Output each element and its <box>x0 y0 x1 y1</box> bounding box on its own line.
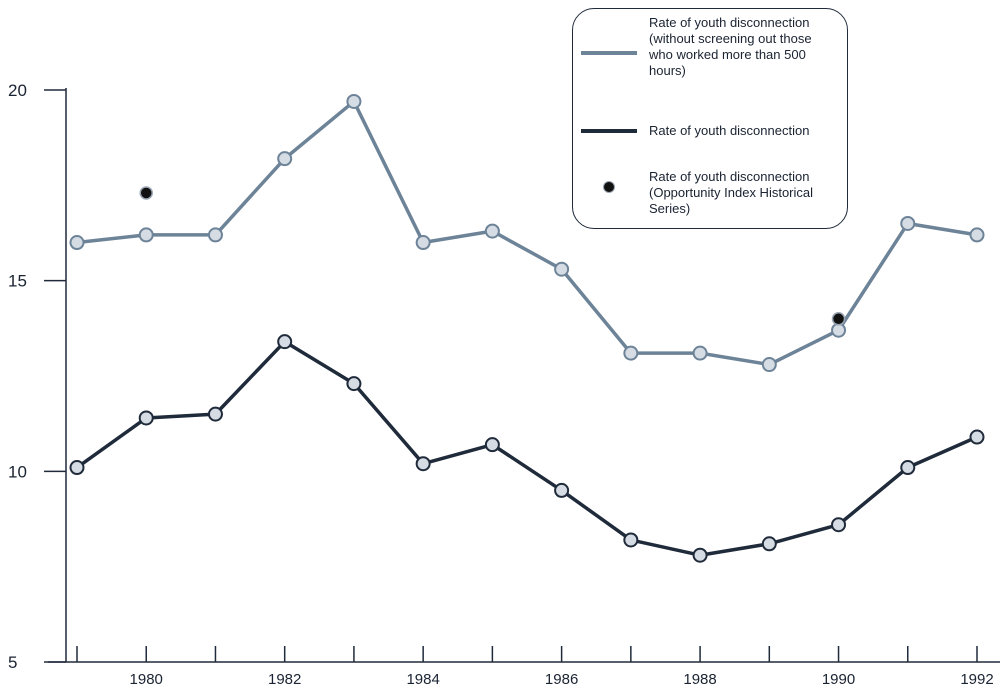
legend-label-series-3: Rate of youth disconnection (Opportunity… <box>649 169 814 216</box>
data-point <box>969 227 985 243</box>
data-point <box>554 261 570 277</box>
data-point <box>138 227 154 243</box>
x-tick-label: 1988 <box>683 671 716 688</box>
data-point <box>484 437 500 453</box>
data-point <box>69 235 85 251</box>
data-point <box>207 406 223 422</box>
historical-series-point <box>139 186 153 200</box>
historical-series-point <box>831 312 846 326</box>
data-point <box>831 322 847 338</box>
data-point <box>761 357 777 373</box>
legend-label-series-2: Rate of youth disconnection <box>649 123 810 138</box>
y-tick-label: 5 <box>8 653 17 672</box>
legend: Rate of youth disconnection (without scr… <box>572 8 848 229</box>
series-line-2 <box>75 339 978 557</box>
data-point <box>692 547 708 563</box>
data-point <box>277 334 293 350</box>
data-point <box>969 429 985 445</box>
x-tick-label: 1986 <box>545 671 578 688</box>
data-point <box>623 345 639 361</box>
legend-swatch-series-1 <box>581 51 637 55</box>
data-point <box>346 376 362 392</box>
data-point <box>692 345 708 361</box>
data-point <box>69 460 85 476</box>
y-tick-label: 20 <box>8 81 27 100</box>
y-tick-label: 15 <box>8 272 27 291</box>
x-tick-label: 1990 <box>822 671 855 688</box>
data-point <box>207 227 223 243</box>
data-point <box>761 536 777 552</box>
data-point <box>554 482 570 498</box>
data-point <box>415 235 431 251</box>
x-tick-label: 1982 <box>268 671 301 688</box>
legend-label-series-1: Rate of youth disconnection (without scr… <box>649 15 812 78</box>
data-point <box>277 151 293 167</box>
data-point <box>415 456 431 472</box>
data-point <box>900 460 916 476</box>
data-point <box>138 410 154 426</box>
y-tick-label: 10 <box>8 462 27 481</box>
data-point <box>900 215 916 231</box>
legend-swatch-series-2 <box>581 129 637 133</box>
data-point <box>623 532 639 548</box>
x-tick-label: 1992 <box>960 671 993 688</box>
x-tick-label: 1984 <box>406 671 439 688</box>
data-point <box>831 517 847 533</box>
data-point <box>484 223 500 239</box>
x-tick-label: 1980 <box>130 671 163 688</box>
series-line-1 <box>76 99 978 367</box>
data-point <box>346 93 362 109</box>
legend-swatch-series-3 <box>603 181 615 193</box>
